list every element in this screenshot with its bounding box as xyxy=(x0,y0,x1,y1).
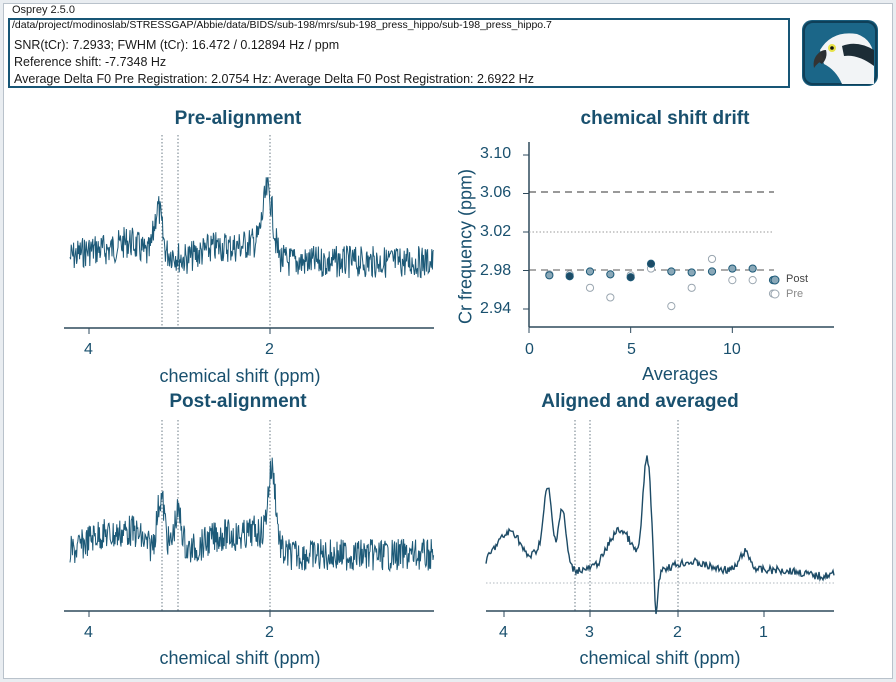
avg-tick-1: 1 xyxy=(759,624,768,641)
legend-pre-label: Pre xyxy=(786,288,804,300)
drift-point-post xyxy=(646,259,656,268)
reference-shift-info: Reference shift: -7.7348 Hz xyxy=(14,55,167,69)
drift-ylabel: Cr frequency (ppm) xyxy=(455,168,476,325)
drift-point-pre xyxy=(606,293,615,302)
drift-y-ticks xyxy=(523,154,529,310)
drift-point-post xyxy=(707,267,717,276)
drift-point-pre xyxy=(728,276,737,285)
drift-ytick: 3.06 xyxy=(480,184,512,201)
pre-xlabel: chemical shift (ppm) xyxy=(159,366,321,386)
delta-f0-info: Average Delta F0 Pre Registration: 2.075… xyxy=(14,72,534,86)
legend-post-marker xyxy=(770,275,780,285)
pre-spectrum-line xyxy=(69,176,434,279)
post-tick-2: 2 xyxy=(265,624,274,641)
drift-point-pre xyxy=(585,283,595,292)
drift-point-pre xyxy=(707,254,717,264)
post-spectrum-line xyxy=(69,457,435,573)
averaged-spectrum-line xyxy=(485,455,835,615)
drift-point-post xyxy=(585,267,595,276)
info-box xyxy=(8,18,790,88)
post-xlabel: chemical shift (ppm) xyxy=(159,648,321,668)
drift-ytick: 2.94 xyxy=(480,300,512,317)
drift-point-post xyxy=(728,264,737,273)
window-title: Osprey 2.5.0 xyxy=(12,4,75,16)
drift-xtick: 5 xyxy=(627,341,636,358)
file-path: /data/project/modinoslab/STRESSGAP/Abbie… xyxy=(12,19,552,31)
post-tick-4: 4 xyxy=(84,624,93,641)
avg-xlabel: chemical shift (ppm) xyxy=(579,648,741,668)
snr-info: SNR(tCr): 7.2933; FWHM (tCr): 16.472 / 0… xyxy=(14,38,340,52)
drift-point-post xyxy=(626,273,635,282)
drift-point-post xyxy=(748,264,757,273)
osprey-logo-icon xyxy=(802,20,878,86)
pre-alignment-title: Pre-alignment xyxy=(174,108,302,129)
drift-point-pre xyxy=(687,283,696,292)
drift-point-post xyxy=(667,267,676,276)
pre-tick-2: 2 xyxy=(265,341,274,358)
post-alignment-plot xyxy=(64,420,435,617)
legend-pre-marker xyxy=(770,289,780,299)
drift-ytick: 3.10 xyxy=(480,145,512,162)
drift-point-post xyxy=(606,270,615,279)
drift-xtick: 0 xyxy=(525,341,534,358)
osprey-window xyxy=(3,3,893,679)
drift-points xyxy=(545,254,778,311)
aligned-averaged-plot xyxy=(485,420,835,617)
avg-tick-2: 2 xyxy=(673,624,682,641)
pre-tick-4: 4 xyxy=(84,341,93,358)
drift-xtick: 10 xyxy=(723,341,741,358)
drift-point-post xyxy=(687,268,696,277)
drift-xlabel: Averages xyxy=(642,364,718,384)
avg-tick-3: 3 xyxy=(585,624,594,641)
drift-ytick: 3.02 xyxy=(480,223,512,240)
avg-tick-4: 4 xyxy=(499,624,508,641)
drift-plot xyxy=(523,142,834,333)
drift-title: chemical shift drift xyxy=(580,108,750,129)
drift-point-post xyxy=(565,272,574,281)
post-alignment-title: Post-alignment xyxy=(169,391,307,412)
legend-post-label: Post xyxy=(786,273,809,285)
drift-ytick: 2.98 xyxy=(480,262,512,279)
drift-point-post xyxy=(545,271,554,280)
drift-x-ticks xyxy=(528,327,733,333)
pre-alignment-plot xyxy=(64,135,434,334)
drift-point-pre xyxy=(748,276,757,285)
drift-point-pre xyxy=(667,302,676,311)
aligned-averaged-title: Aligned and averaged xyxy=(541,391,739,412)
